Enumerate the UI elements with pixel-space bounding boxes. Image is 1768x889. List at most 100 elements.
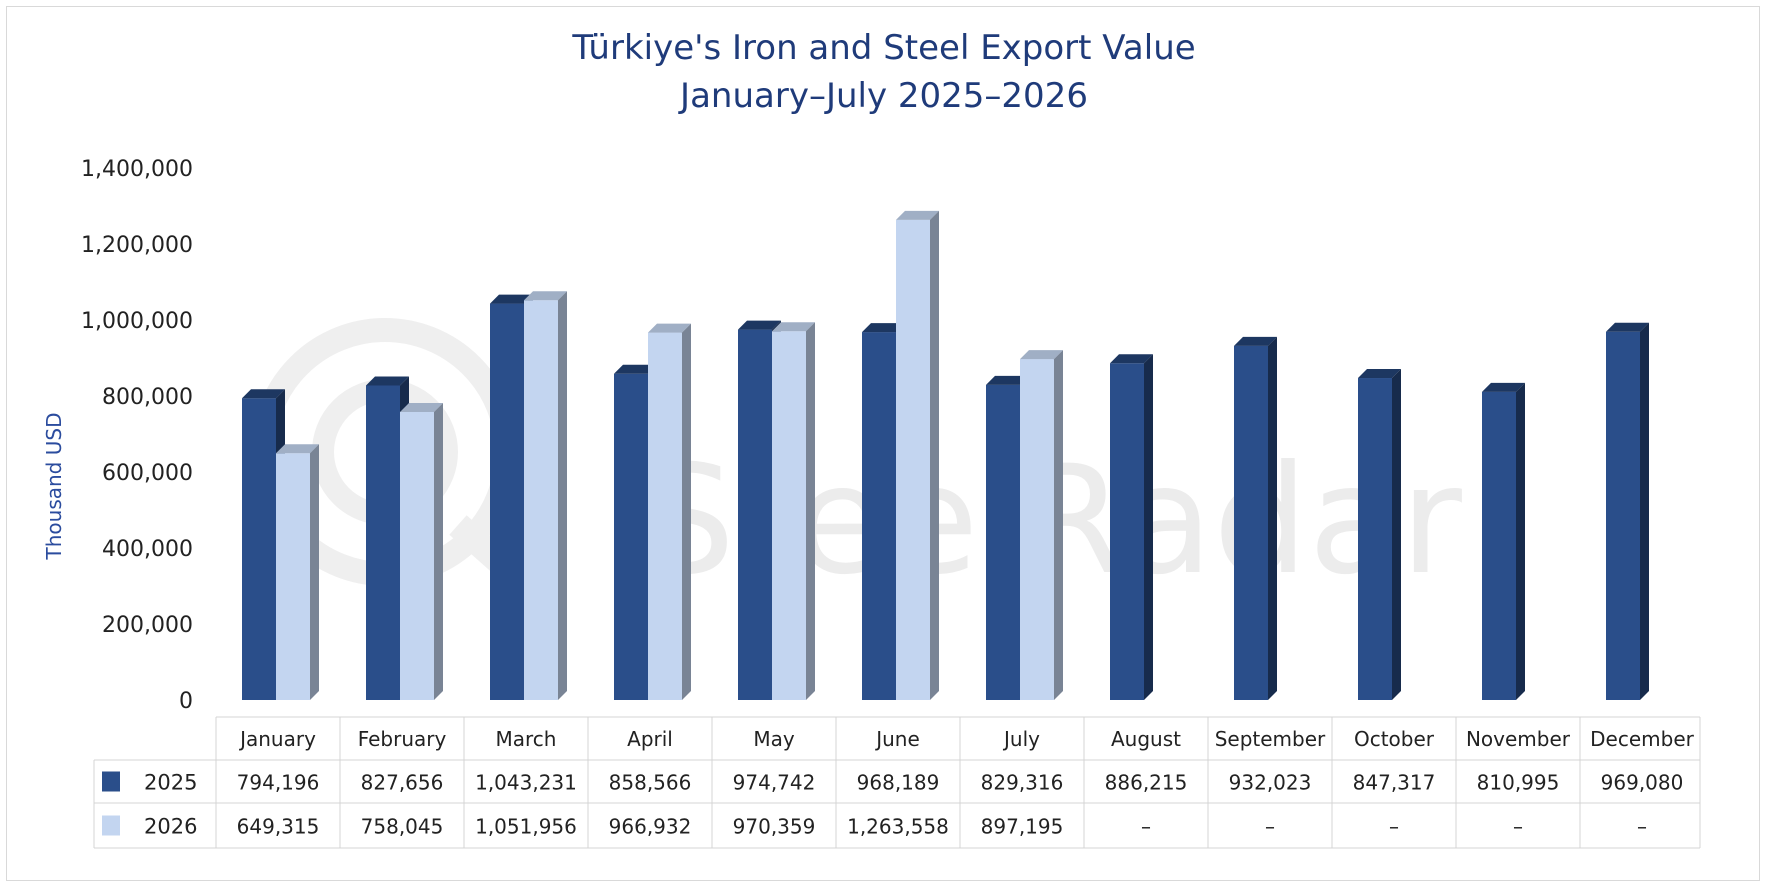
data-label: 886,215 [1105,771,1188,795]
bar-top-2026-february [400,402,443,412]
x-tick-label: September [1215,727,1326,751]
bar-top-2025-may [738,320,781,330]
y-tick-label: 1,000,000 [81,309,193,334]
chart-subtitle: January–July 2025–2026 [680,76,1088,116]
data-label: – [1141,815,1151,839]
bar-2026-may [772,331,806,700]
bar-top-2026-may [772,322,815,332]
data-label: 968,189 [857,771,940,795]
y-tick-label: 400,000 [102,537,193,562]
bar-2025-december [1606,331,1640,700]
data-label: – [1265,815,1275,839]
bar-top-2025-february [366,376,409,386]
x-tick-label: December [1590,727,1694,751]
legend-swatch-2026 [102,815,120,836]
bar-side-2025-november [1516,382,1525,700]
bar-2025-february [366,385,400,700]
bar-top-2025-july [986,375,1029,385]
x-tick-label: October [1354,727,1435,751]
bar-side-2026-july [1054,350,1063,700]
bar-2025-november [1482,391,1516,700]
x-tick-label: August [1111,727,1181,751]
y-tick-label: 1,200,000 [81,233,193,258]
data-label: 794,196 [237,771,320,795]
legend-swatch-2025 [102,771,120,792]
bar-top-2025-january [242,389,285,399]
bar-top-2025-march [490,294,533,304]
bar-2026-april [648,332,682,700]
bar-2025-january [242,398,276,700]
bar-2026-june [896,219,930,700]
chart-title: Türkiye's Iron and Steel Export Value [572,28,1196,68]
bars [242,210,1649,700]
y-axis: 0 200,000 400,000 600,000 800,000 1,000,000 1,… [81,157,193,714]
bar-side-2026-may [806,322,815,700]
bar-2026-january [276,453,310,700]
bar-2025-october [1358,378,1392,700]
bar-top-2025-september [1234,336,1277,346]
bar-2026-february [400,411,434,700]
bar-2026-march [524,300,558,700]
data-label: 1,263,558 [847,815,949,839]
bar-2025-april [614,373,648,700]
bar-side-2026-june [930,210,939,700]
bar-side-2026-april [682,323,691,700]
bar-side-2026-january [310,444,319,700]
y-tick-label: 200,000 [102,613,193,638]
bar-side-2025-october [1392,369,1401,700]
bar-2025-june [862,332,896,700]
bar-top-2026-january [276,444,319,454]
bar-side-2025-august [1144,354,1153,700]
bar-side-2025-december [1640,322,1649,700]
legend-label-2026: 2026 [144,815,197,839]
legend-label-2025: 2025 [144,771,197,795]
bar-2026-july [1020,359,1054,700]
bar-2025-march [490,303,524,700]
data-label: 827,656 [361,771,444,795]
data-label: 829,316 [981,771,1064,795]
bar-side-2026-march [558,291,567,700]
data-label: – [1637,815,1647,839]
data-label: 847,317 [1353,771,1436,795]
y-tick-label: 600,000 [102,461,193,486]
x-tick-label: February [358,727,447,751]
bar-top-2025-december [1606,322,1649,332]
data-label: – [1513,815,1523,839]
data-label: 1,051,956 [475,815,577,839]
data-label: 649,315 [237,815,320,839]
x-tick-label: November [1466,727,1571,751]
x-tick-label: July [1002,727,1040,751]
data-label: 897,195 [981,815,1064,839]
bar-top-2025-august [1110,354,1153,364]
bar-top-2025-november [1482,382,1525,392]
bar-top-2026-july [1020,350,1063,360]
bar-2025-july [986,384,1020,700]
data-label: 969,080 [1601,771,1684,795]
x-tick-label: June [874,727,920,751]
data-label: 758,045 [361,815,444,839]
x-tick-label: May [753,727,795,751]
y-tick-label: 1,400,000 [81,157,193,182]
bar-top-2026-march [524,291,567,301]
data-label: 1,043,231 [475,771,577,795]
bar-2025-august [1110,363,1144,700]
bar-side-2025-september [1268,336,1277,700]
x-tick-label: March [496,727,557,751]
bar-top-2025-june [862,323,905,333]
y-tick-label: 800,000 [102,385,193,410]
bar-2025-september [1234,345,1268,700]
data-label: – [1389,815,1399,839]
bar-top-2025-october [1358,369,1401,379]
bar-2025-may [738,329,772,700]
data-label: 810,995 [1477,771,1560,795]
data-table: January February March April May June July Augu… [93,716,1701,849]
data-label: 970,359 [733,815,816,839]
x-tick-label: April [627,727,673,751]
y-tick-label: 0 [179,689,193,714]
data-label: 932,023 [1229,771,1312,795]
bar-top-2025-april [614,364,657,374]
bar-top-2026-april [648,323,691,333]
data-label: 974,742 [733,771,816,795]
data-label: 966,932 [609,815,692,839]
